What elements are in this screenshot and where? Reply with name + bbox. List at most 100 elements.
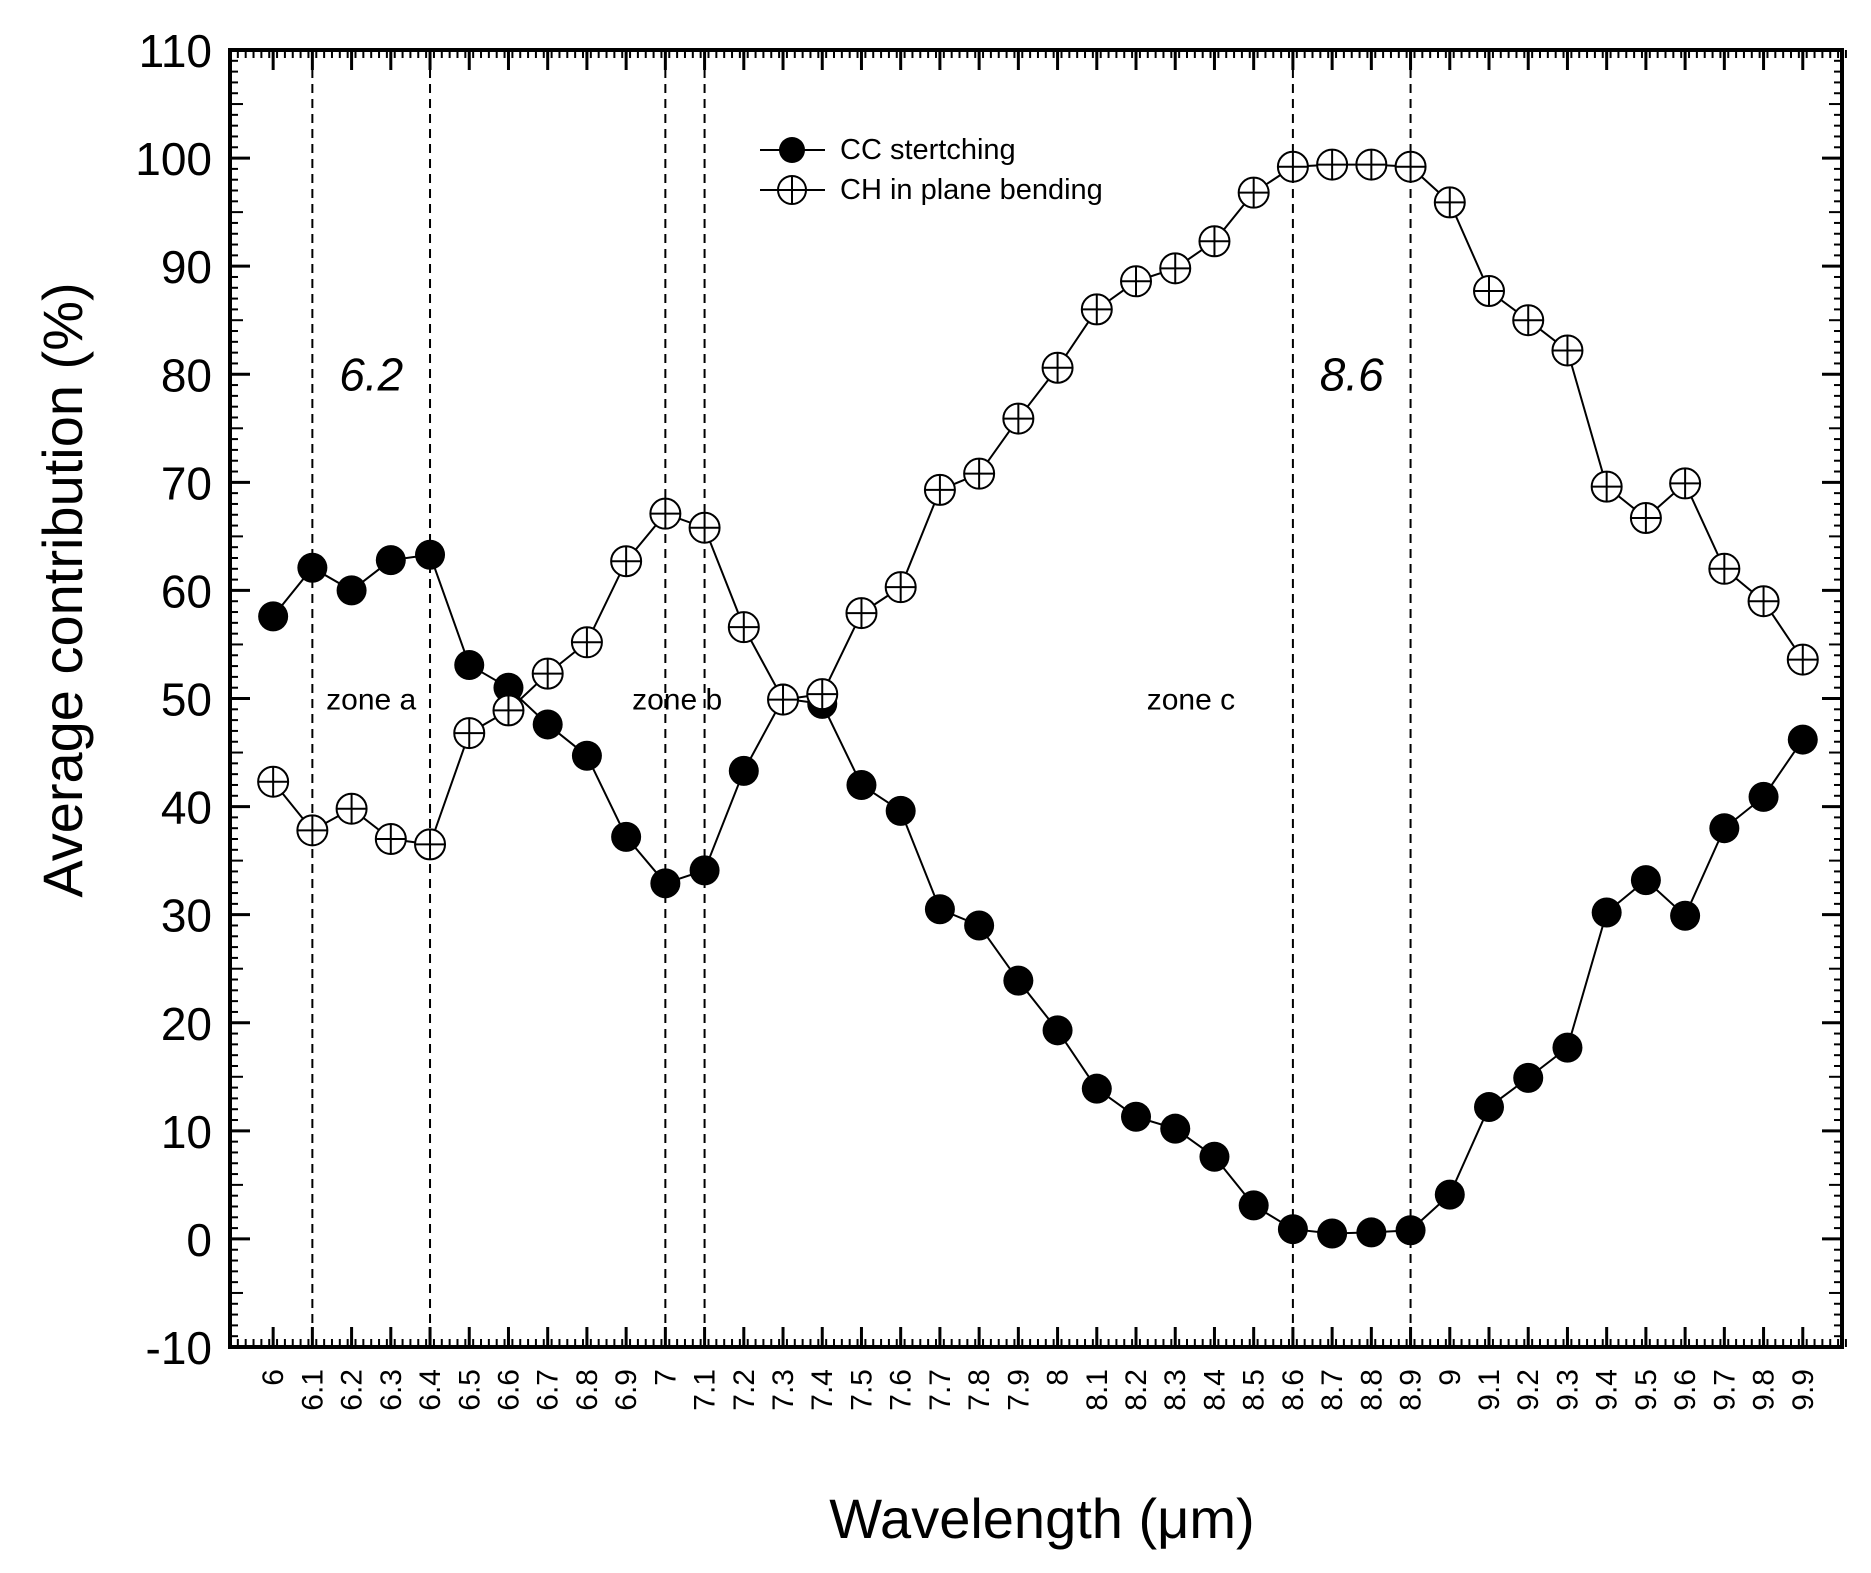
- data-point-cc-stretching: [375, 545, 406, 576]
- x-tick-label: 7.1: [689, 1369, 722, 1411]
- data-point-cc-stretching: [415, 539, 446, 570]
- x-tick-label: 9.4: [1591, 1369, 1624, 1411]
- data-point-ch-in-plane-bending: [1629, 502, 1662, 535]
- legend-label-ch: CH in plane bending: [840, 174, 1103, 206]
- x-tick-label: 8.6: [1277, 1369, 1310, 1411]
- x-tick-label: 8.4: [1198, 1369, 1231, 1411]
- data-point-cc-stretching: [1277, 1214, 1308, 1245]
- y-axis-ticks: -10 0 10 20 30 40 50 60 70 80 90 100 110: [135, 25, 1842, 1374]
- data-point-cc-stretching: [336, 575, 367, 606]
- data-point-ch-in-plane-bending: [1159, 252, 1192, 285]
- data-point-ch-in-plane-bending: [492, 694, 525, 727]
- x-tick-label: 8.1: [1081, 1369, 1114, 1411]
- data-point-cc-stretching: [1238, 1190, 1269, 1221]
- zone-label: zone b: [632, 684, 722, 717]
- y-tick-label: 40: [161, 782, 212, 834]
- data-point-ch-in-plane-bending: [374, 823, 407, 856]
- y-tick-label: 50: [161, 674, 212, 726]
- x-tick-label: 8.7: [1316, 1369, 1349, 1411]
- data-point-cc-stretching: [1630, 865, 1661, 896]
- series-line-cc-stretching: [272, 553, 1804, 1235]
- data-point-cc-stretching: [1081, 1073, 1112, 1104]
- x-tick-label: 6.4: [414, 1369, 447, 1411]
- y-axis-title: Average contribution (%): [31, 282, 94, 897]
- y-tick-label: 80: [161, 349, 212, 401]
- data-point-ch-in-plane-bending: [1394, 150, 1427, 183]
- annotation-label: 6.2: [339, 348, 403, 400]
- data-point-cc-stretching: [650, 868, 681, 899]
- data-point-ch-in-plane-bending: [1747, 585, 1780, 618]
- data-point-ch-in-plane-bending: [727, 611, 760, 644]
- data-point-cc-stretching: [1709, 813, 1740, 844]
- data-point-cc-stretching: [1121, 1101, 1152, 1132]
- x-tick-label: 9.7: [1708, 1369, 1741, 1411]
- data-point-cc-stretching: [1552, 1032, 1583, 1063]
- legend: CC stertching CH in plane bending: [760, 134, 1103, 206]
- vertical-reference-lines: [311, 54, 1412, 1343]
- data-point-cc-stretching: [964, 910, 995, 941]
- y-tick-label: 10: [161, 1106, 212, 1158]
- x-tick-label: 9.1: [1473, 1369, 1506, 1411]
- data-point-cc-stretching: [885, 795, 916, 826]
- data-point-cc-stretching: [1787, 724, 1818, 755]
- data-point-ch-in-plane-bending: [1590, 470, 1623, 503]
- data-point-cc-stretching: [571, 740, 602, 771]
- data-point-ch-in-plane-bending: [453, 717, 486, 750]
- x-tick-label: 9.3: [1551, 1369, 1584, 1411]
- data-point-ch-in-plane-bending: [1120, 265, 1153, 298]
- data-point-cc-stretching: [493, 672, 524, 703]
- data-point-cc-stretching: [1748, 781, 1779, 812]
- plot-border: [228, 48, 1844, 1349]
- y-tick-label: 90: [161, 241, 212, 293]
- data-point-cc-stretching: [454, 649, 485, 680]
- data-point-ch-in-plane-bending: [1237, 176, 1270, 209]
- data-point-cc-stretching: [728, 755, 759, 786]
- data-point-cc-stretching: [1434, 1179, 1465, 1210]
- x-tick-label: 6.3: [375, 1369, 408, 1411]
- data-point-cc-stretching: [1591, 897, 1622, 928]
- x-tick-label: 6.5: [453, 1369, 486, 1411]
- data-point-cc-stretching: [689, 855, 720, 886]
- data-point-cc-stretching: [611, 821, 642, 852]
- data-point-ch-in-plane-bending: [963, 457, 996, 490]
- data-point-ch-in-plane-bending: [649, 497, 682, 530]
- series-group: [257, 148, 1819, 1249]
- data-point-cc-stretching: [1160, 1113, 1191, 1144]
- x-tick-label: 7.5: [845, 1369, 878, 1411]
- data-point-ch-in-plane-bending: [610, 545, 643, 578]
- data-point-cc-stretching: [1317, 1218, 1348, 1249]
- data-point-cc-stretching: [1513, 1062, 1544, 1093]
- data-point-ch-in-plane-bending: [414, 828, 447, 861]
- x-tick-label: 7: [649, 1369, 682, 1386]
- legend-marker-cc: [779, 137, 805, 163]
- data-point-cc-stretching: [924, 894, 955, 925]
- x-tick-label: 6.6: [492, 1369, 525, 1411]
- x-tick-label: 8.5: [1238, 1369, 1271, 1411]
- data-point-ch-in-plane-bending: [1669, 467, 1702, 500]
- data-point-ch-in-plane-bending: [1433, 186, 1466, 219]
- data-point-ch-in-plane-bending: [570, 626, 603, 659]
- x-tick-label: 7.4: [806, 1369, 839, 1411]
- data-point-ch-in-plane-bending: [1316, 148, 1349, 181]
- x-tick-label: 9.5: [1630, 1369, 1663, 1411]
- data-point-cc-stretching: [1003, 965, 1034, 996]
- data-point-cc-stretching: [846, 769, 877, 800]
- data-point-ch-in-plane-bending: [1355, 148, 1388, 181]
- x-tick-label: 7.7: [924, 1369, 957, 1411]
- y-tick-label: -10: [146, 1322, 212, 1374]
- data-point-cc-stretching: [1474, 1092, 1505, 1123]
- x-tick-label: 8.2: [1120, 1369, 1153, 1411]
- y-tick-label: 70: [161, 457, 212, 509]
- x-tick-label: 7.6: [885, 1369, 918, 1411]
- data-point-cc-stretching: [1356, 1217, 1387, 1248]
- data-point-ch-in-plane-bending: [1002, 402, 1035, 435]
- data-point-ch-in-plane-bending: [688, 511, 721, 544]
- plot-frame: [228, 48, 1844, 1349]
- x-tick-label: 6.8: [571, 1369, 604, 1411]
- x-tick-label: 7.3: [767, 1369, 800, 1411]
- x-axis-title: Wavelength (μm): [829, 1487, 1254, 1550]
- data-point-cc-stretching: [1670, 900, 1701, 931]
- zone-label: zone c: [1147, 684, 1235, 717]
- data-point-ch-in-plane-bending: [531, 657, 564, 690]
- data-point-ch-in-plane-bending: [296, 814, 329, 847]
